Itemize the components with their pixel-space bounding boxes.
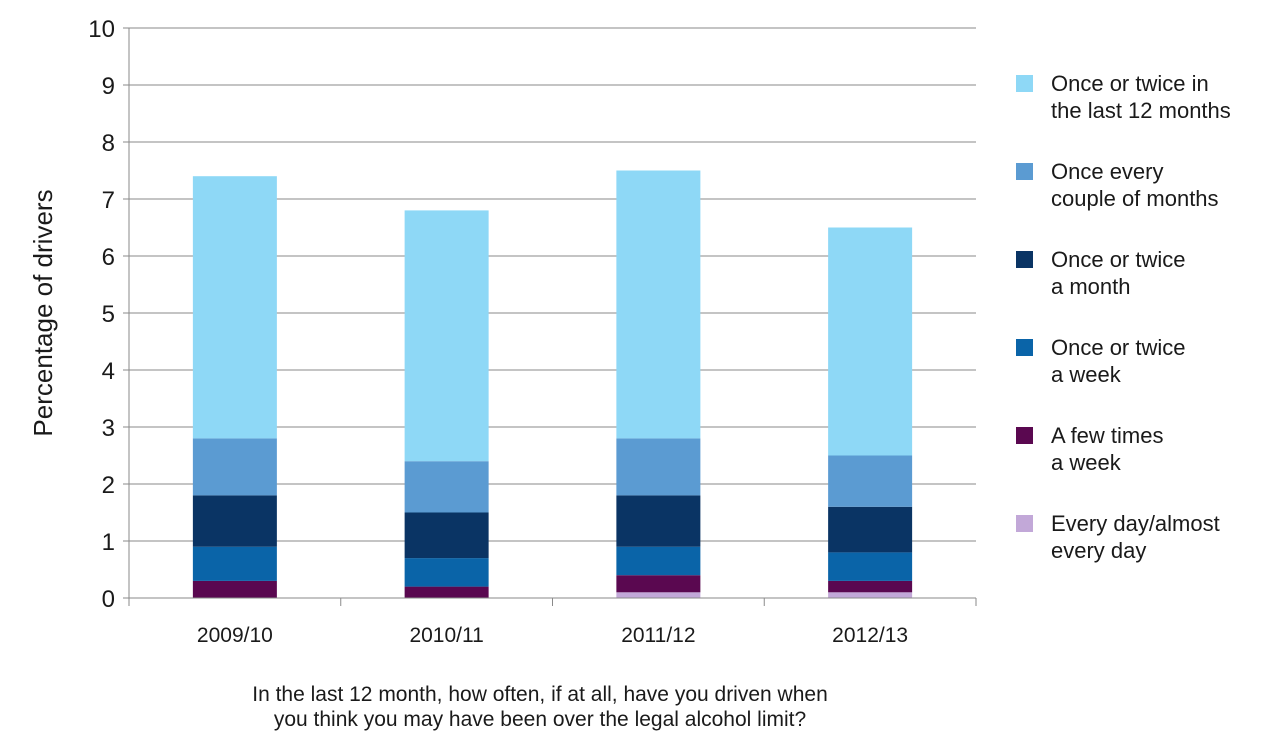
bar-segment	[192, 438, 277, 496]
legend-swatch	[1016, 339, 1033, 356]
legend: Once or twice in the last 12 months Once…	[1015, 70, 1273, 598]
legend-swatch	[1016, 251, 1033, 268]
bar-segment	[828, 552, 913, 581]
bar-segment	[828, 455, 913, 507]
bar-segment	[616, 495, 701, 547]
y-tick-label: 3	[102, 415, 115, 442]
bar-segment	[828, 592, 913, 598]
bar-segment	[404, 512, 489, 559]
bar-segment	[828, 227, 913, 456]
bars	[192, 170, 913, 598]
bar-segment	[192, 495, 277, 547]
y-tick-label: 0	[102, 586, 115, 613]
bar-segment	[616, 170, 701, 439]
bar-segment	[404, 210, 489, 462]
legend-swatch	[1016, 75, 1033, 92]
legend-item: Every day/almost every day	[1015, 510, 1273, 598]
y-tick-label: 7	[102, 187, 115, 214]
y-tick-label: 10	[88, 16, 115, 43]
legend-item: A few times a week	[1015, 422, 1273, 510]
bar-segment	[828, 580, 913, 593]
bar-segment	[404, 461, 489, 513]
x-tick-label: 2011/12	[621, 624, 695, 647]
x-axis-label-line-1: In the last 12 month, how often, if at a…	[252, 683, 828, 706]
y-tick-label: 9	[102, 73, 115, 100]
axes	[123, 27, 977, 606]
legend-label: A few times a week	[1051, 423, 1164, 475]
x-tick-label: 2009/10	[197, 624, 273, 647]
legend-label: Once or twice a week	[1051, 335, 1186, 387]
bar-segment	[616, 592, 701, 598]
legend-item: Once or twice a week	[1015, 334, 1273, 422]
bar-segment	[616, 546, 701, 576]
legend-item: Once or twice a month	[1015, 246, 1273, 334]
y-tick-label: 1	[102, 529, 115, 556]
x-tick-label: 2012/13	[832, 624, 908, 647]
x-tick-label: 2010/11	[409, 624, 483, 647]
legend-swatch	[1016, 427, 1033, 444]
bar-segment	[616, 575, 701, 593]
y-tick-label: 4	[102, 358, 115, 385]
legend-item: Once every couple of months	[1015, 158, 1273, 246]
bar-segment	[616, 438, 701, 496]
bar-segment	[404, 558, 489, 587]
legend-item: Once or twice in the last 12 months	[1015, 70, 1273, 158]
bar-segment	[192, 580, 277, 598]
legend-label: Once or twice a month	[1051, 247, 1186, 299]
y-tick-labels: 0 1 2 3 4 5 6 7 8 9 10	[88, 16, 115, 613]
y-tick-label: 6	[102, 244, 115, 271]
x-axis-label-line-2: you think you may have been over the leg…	[274, 708, 806, 731]
bar-segment	[192, 176, 277, 439]
bar-segment	[828, 506, 913, 553]
legend-swatch	[1016, 515, 1033, 532]
y-axis-label: Percentage of drivers	[28, 189, 58, 436]
y-tick-label: 2	[102, 472, 115, 499]
legend-label: Once every couple of months	[1051, 159, 1219, 211]
legend-label: Once or twice in the last 12 months	[1051, 71, 1231, 123]
y-tick-label: 8	[102, 130, 115, 157]
bar-segment	[192, 546, 277, 581]
legend-swatch	[1016, 163, 1033, 180]
x-tick-labels: 2009/10 2010/11 2011/12 2012/13	[197, 624, 908, 647]
legend-label: Every day/almost every day	[1051, 511, 1220, 563]
y-tick-label: 5	[102, 301, 115, 328]
bar-segment	[404, 586, 489, 598]
